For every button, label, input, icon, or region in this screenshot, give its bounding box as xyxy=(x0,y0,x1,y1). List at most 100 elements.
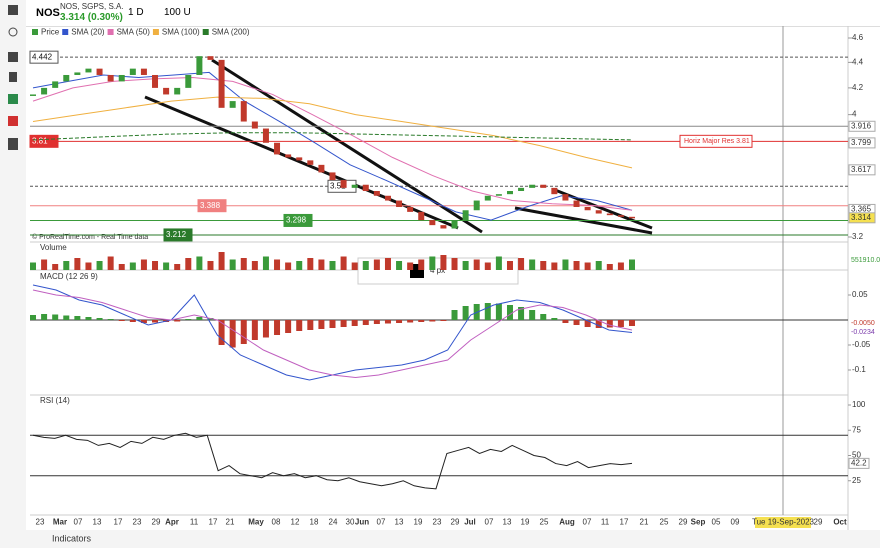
line-width[interactable]: 4 px xyxy=(430,266,445,275)
rsi-line xyxy=(32,432,633,490)
legend-label: SMA (200) xyxy=(212,28,250,37)
volume-bar xyxy=(484,262,491,270)
macd-bar xyxy=(152,320,159,323)
volume-bar xyxy=(96,261,103,270)
company: NOS, SGPS, S.A. xyxy=(60,2,124,11)
level-label: 4.442 xyxy=(32,52,53,61)
volume-bar xyxy=(407,262,414,270)
candle xyxy=(63,74,70,82)
volume-bar xyxy=(285,262,292,270)
units[interactable]: 100 U xyxy=(164,7,191,18)
legend-swatch xyxy=(152,29,159,35)
macd-bar xyxy=(407,320,414,323)
candle xyxy=(85,68,92,73)
candle xyxy=(318,164,325,173)
candle xyxy=(396,200,403,207)
volume-bar xyxy=(506,261,513,270)
macd-bar xyxy=(85,317,92,320)
macd-bar xyxy=(506,305,513,320)
candle xyxy=(340,180,347,188)
price-axis-box xyxy=(848,137,876,149)
volume-bar xyxy=(307,258,314,270)
volume-bar xyxy=(340,256,347,270)
price-axis-box xyxy=(848,120,876,132)
volume-bar xyxy=(551,262,558,270)
volume-bar xyxy=(473,259,480,270)
macd-bar xyxy=(63,315,70,320)
x-tick-label: 11 xyxy=(190,518,199,527)
macd-line xyxy=(32,284,633,381)
macd-bar xyxy=(118,320,125,321)
volume-bar xyxy=(251,261,258,270)
candle xyxy=(185,74,192,88)
candle xyxy=(540,184,547,188)
volume-bar xyxy=(540,261,547,270)
volume-bar xyxy=(606,264,613,270)
candle xyxy=(384,195,391,201)
symbol[interactable]: NOS xyxy=(36,7,60,19)
volume-bar xyxy=(163,262,170,270)
x-tick-label: 29 xyxy=(152,518,161,527)
volume-bar xyxy=(595,261,602,270)
y-tick-label: 75 xyxy=(852,425,861,434)
indicators-button[interactable]: Indicators xyxy=(52,533,92,543)
macd-bar xyxy=(584,320,591,327)
volume-bar xyxy=(329,261,336,270)
macd-bar xyxy=(262,320,269,338)
x-tick-label: 21 xyxy=(226,518,235,527)
volume-bar xyxy=(174,264,181,270)
x-tick-label: 23 xyxy=(133,518,142,527)
macd-bar xyxy=(606,320,613,328)
x-tick-label: Sep xyxy=(691,518,706,527)
y-tick-label: -0.05 xyxy=(852,340,871,349)
rsi-value-box xyxy=(848,457,870,469)
candle xyxy=(229,101,236,108)
macd-bar xyxy=(174,320,181,322)
candle xyxy=(440,225,447,229)
macd-bar xyxy=(296,320,303,331)
candle xyxy=(174,87,181,95)
x-tick-label: 17 xyxy=(209,518,218,527)
candle xyxy=(351,184,358,188)
volume-bar xyxy=(318,259,325,270)
drawing-toolbar[interactable] xyxy=(357,257,519,285)
x-tick-label: 30 xyxy=(346,518,355,527)
candle xyxy=(251,121,258,129)
macd-value: -0.0234 xyxy=(851,329,875,336)
interval[interactable]: 1 D xyxy=(128,7,144,18)
legend-label: Price xyxy=(41,28,60,37)
candle xyxy=(152,74,159,88)
level-label-box xyxy=(163,228,193,242)
sma-line xyxy=(32,96,633,169)
x-tick-label: Apr xyxy=(165,518,179,527)
level-label: 3.212 xyxy=(166,230,187,239)
level-label: 3.81 xyxy=(32,136,48,145)
volume-bar xyxy=(429,256,436,270)
annotation-box xyxy=(679,134,753,148)
x-tick-label: 13 xyxy=(395,518,404,527)
candle xyxy=(240,101,247,122)
volume-bar xyxy=(373,259,380,270)
volume-bar xyxy=(296,261,303,270)
price-axis-label: 3.916 xyxy=(851,121,872,130)
price-axis-label: 3.617 xyxy=(851,165,872,174)
candle xyxy=(218,59,225,108)
x-tick-label: 29 xyxy=(679,518,688,527)
volume-bar xyxy=(573,261,580,270)
volume-bar xyxy=(63,261,70,270)
candle xyxy=(74,72,81,75)
macd-bar xyxy=(318,320,325,329)
tool-icons[interactable] xyxy=(8,5,18,150)
candle xyxy=(274,142,281,155)
macd-bar xyxy=(240,320,247,344)
volume-bar xyxy=(152,261,159,270)
legend-swatch xyxy=(32,29,38,35)
x-tick-label: Mar xyxy=(53,518,67,527)
credit: © ProRealTime.com - Real Time data xyxy=(32,233,148,241)
candle xyxy=(362,184,369,192)
candle xyxy=(429,220,436,226)
candle xyxy=(285,154,292,158)
macd-bar xyxy=(185,319,192,320)
macd-bar xyxy=(384,320,391,324)
